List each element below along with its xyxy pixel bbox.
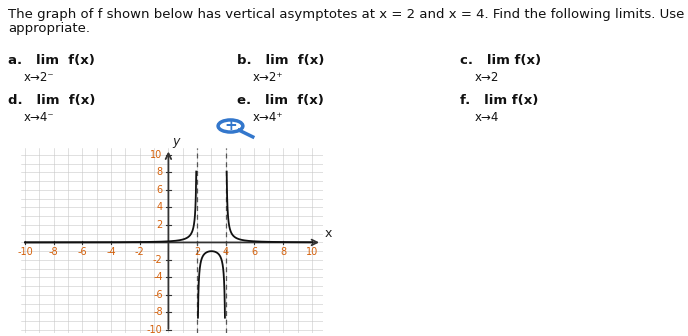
Text: x→2: x→2 — [475, 71, 499, 84]
Text: 4: 4 — [223, 247, 229, 257]
Text: 8: 8 — [157, 167, 162, 177]
Text: appropriate.: appropriate. — [8, 22, 90, 35]
Text: 10: 10 — [151, 150, 162, 160]
Text: 4: 4 — [157, 202, 162, 212]
Text: -2: -2 — [153, 255, 162, 265]
Text: -8: -8 — [153, 307, 162, 318]
Text: x→2⁺: x→2⁺ — [252, 71, 283, 84]
Text: -2: -2 — [135, 247, 144, 257]
Text: 8: 8 — [280, 247, 286, 257]
Text: 6: 6 — [251, 247, 257, 257]
Text: x→4⁻: x→4⁻ — [23, 111, 54, 124]
Text: f.   lim f(x): f. lim f(x) — [460, 94, 538, 107]
Text: a.   lim  f(x): a. lim f(x) — [8, 54, 95, 67]
Text: d.   lim  f(x): d. lim f(x) — [8, 94, 96, 107]
Text: x: x — [325, 227, 332, 240]
Text: 10: 10 — [305, 247, 318, 257]
Text: The graph of f shown below has vertical asymptotes at x = 2 and x = 4. Find the : The graph of f shown below has vertical … — [8, 8, 688, 22]
Text: -4: -4 — [153, 272, 162, 283]
Text: -6: -6 — [153, 290, 162, 300]
Text: -4: -4 — [106, 247, 116, 257]
Text: -8: -8 — [49, 247, 58, 257]
Text: e.   lim  f(x): e. lim f(x) — [237, 94, 324, 107]
Text: +: + — [224, 119, 237, 133]
Text: y: y — [173, 135, 180, 148]
Text: 2: 2 — [156, 220, 162, 230]
Text: -6: -6 — [78, 247, 87, 257]
Text: -10: -10 — [147, 325, 162, 335]
Text: x→2⁻: x→2⁻ — [23, 71, 54, 84]
Text: x→4: x→4 — [475, 111, 499, 124]
Text: c.   lim f(x): c. lim f(x) — [460, 54, 541, 67]
Text: 6: 6 — [157, 185, 162, 195]
Text: b.   lim  f(x): b. lim f(x) — [237, 54, 325, 67]
Text: -10: -10 — [17, 247, 33, 257]
Text: x→4⁺: x→4⁺ — [252, 111, 283, 124]
Text: 2: 2 — [194, 247, 200, 257]
